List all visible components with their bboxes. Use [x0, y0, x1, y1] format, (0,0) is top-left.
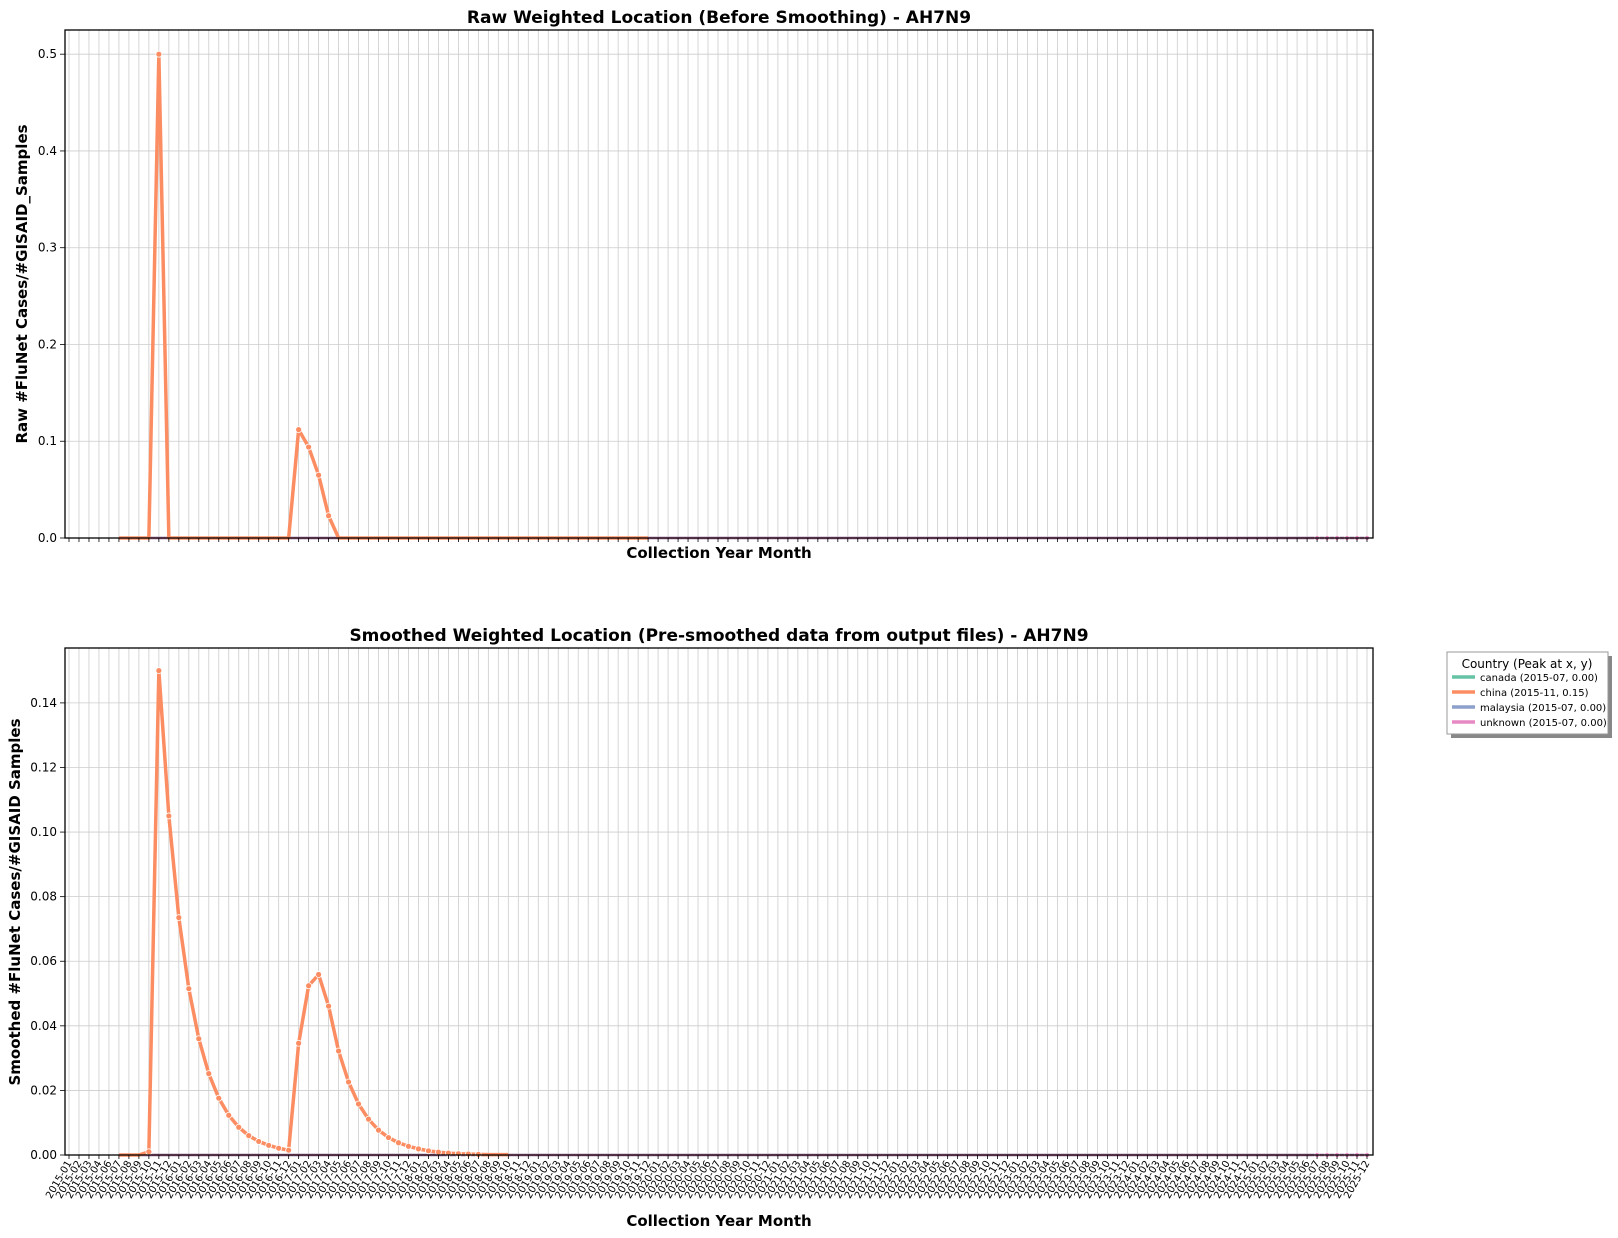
raw-point-china — [155, 50, 163, 58]
smoothed-y-tick-label: 0.08 — [30, 890, 57, 904]
smoothed-point-china — [375, 1126, 382, 1134]
raw-y-tick-label: 0.5 — [38, 47, 57, 61]
raw-chart: Raw Weighted Location (Before Smoothing)… — [13, 8, 1374, 562]
smoothed-point-china — [395, 1139, 402, 1147]
smoothed-point-china — [435, 1148, 442, 1156]
raw-chart-y-ticks: 0.0 0.1 0.2 0.3 0.4 0.5 — [38, 47, 65, 545]
smoothed-point-china — [265, 1141, 273, 1149]
smoothed-chart-x-ticks: 2015-012015-022015-032015-042015-062015-… — [44, 1155, 1373, 1201]
smoothed-point-china — [165, 812, 173, 820]
legend: Country (Peak at x, y) canada (2015-07, … — [1446, 651, 1612, 738]
raw-chart-grid — [65, 30, 1373, 539]
smoothed-series-china — [118, 668, 509, 1157]
smoothed-point-china — [325, 1002, 333, 1010]
raw-point-china — [305, 443, 313, 451]
smoothed-y-tick-label: 0.06 — [30, 954, 57, 968]
legend-items: canada (2015-07, 0.00) china (2015-11, 0.… — [1452, 673, 1607, 729]
raw-chart-x-label: Collection Year Month — [626, 544, 811, 562]
smoothed-point-china — [305, 982, 313, 990]
smoothed-point-china — [145, 1148, 153, 1156]
smoothed-point-china — [235, 1123, 243, 1131]
smoothed-point-china — [155, 667, 163, 675]
smoothed-y-tick-label: 0.14 — [30, 696, 57, 710]
smoothed-chart-series — [118, 667, 1370, 1158]
smoothed-point-china — [295, 1039, 303, 1047]
smoothed-point-china — [315, 971, 323, 978]
raw-point-china — [315, 471, 323, 479]
smoothed-y-tick-label: 0.00 — [30, 1148, 57, 1162]
raw-point-china — [295, 426, 303, 434]
smoothed-point-china — [195, 1035, 203, 1043]
raw-chart-frame — [64, 29, 1374, 539]
smoothed-point-china — [205, 1070, 213, 1078]
smoothed-point-china — [335, 1047, 342, 1055]
smoothed-point-china — [345, 1078, 352, 1086]
smoothed-point-china — [175, 914, 183, 922]
smoothed-chart-title: Smoothed Weighted Location (Pre-smoothed… — [349, 626, 1088, 646]
smoothed-point-china — [405, 1142, 412, 1150]
smoothed-point-china — [285, 1146, 293, 1154]
smoothed-y-tick-label: 0.10 — [30, 825, 57, 839]
legend-label: canada (2015-07, 0.00) — [1480, 673, 1598, 684]
legend-title: Country (Peak at x, y) — [1462, 657, 1593, 671]
smoothed-chart-x-label: Collection Year Month — [626, 1212, 811, 1230]
smoothed-point-china — [215, 1094, 223, 1102]
raw-point-china — [325, 512, 333, 520]
smoothed-point-china — [425, 1147, 432, 1155]
raw-y-tick-label: 0.1 — [38, 434, 57, 448]
smoothed-chart-y-label: Smoothed #FluNet Cases/#GISAID Samples — [6, 718, 24, 1085]
smoothed-point-china — [245, 1132, 253, 1140]
smoothed-chart-frame — [64, 647, 1374, 1156]
legend-label: malaysia (2015-07, 0.00) — [1480, 703, 1606, 714]
raw-y-tick-label: 0.2 — [38, 337, 57, 351]
raw-y-tick-label: 0.3 — [38, 241, 57, 255]
raw-y-tick-label: 0.4 — [38, 144, 57, 158]
raw-chart-title: Raw Weighted Location (Before Smoothing)… — [467, 8, 971, 28]
smoothed-chart-y-ticks: 0.00 0.02 0.04 0.06 0.08 0.10 0.12 0.14 — [30, 696, 65, 1162]
smoothed-point-china — [255, 1138, 263, 1145]
legend-label: unknown (2015-07, 0.00) — [1480, 718, 1607, 729]
raw-series-china — [118, 52, 649, 540]
smoothed-point-china — [355, 1100, 362, 1108]
smoothed-point-china — [365, 1115, 372, 1123]
raw-y-tick-label: 0.0 — [38, 531, 57, 545]
smoothed-point-china — [415, 1145, 422, 1153]
smoothed-point-china — [225, 1111, 233, 1119]
smoothed-point-china — [385, 1134, 392, 1141]
raw-chart-y-label: Raw #FluNet Cases/#GISAID_Samples — [13, 124, 31, 443]
raw-chart-series — [118, 50, 1370, 541]
smoothed-y-tick-label: 0.04 — [30, 1019, 57, 1033]
smoothed-y-tick-label: 0.12 — [30, 760, 57, 774]
smoothed-chart-grid — [65, 648, 1373, 1156]
legend-label: china (2015-11, 0.15) — [1480, 688, 1589, 699]
smoothed-y-tick-label: 0.02 — [30, 1083, 57, 1097]
smoothed-point-china — [185, 985, 193, 993]
smoothed-point-china — [275, 1144, 283, 1152]
raw-chart-x-ticks — [68, 538, 1368, 542]
smoothed-chart: Smoothed Weighted Location (Pre-smoothed… — [6, 626, 1374, 1230]
